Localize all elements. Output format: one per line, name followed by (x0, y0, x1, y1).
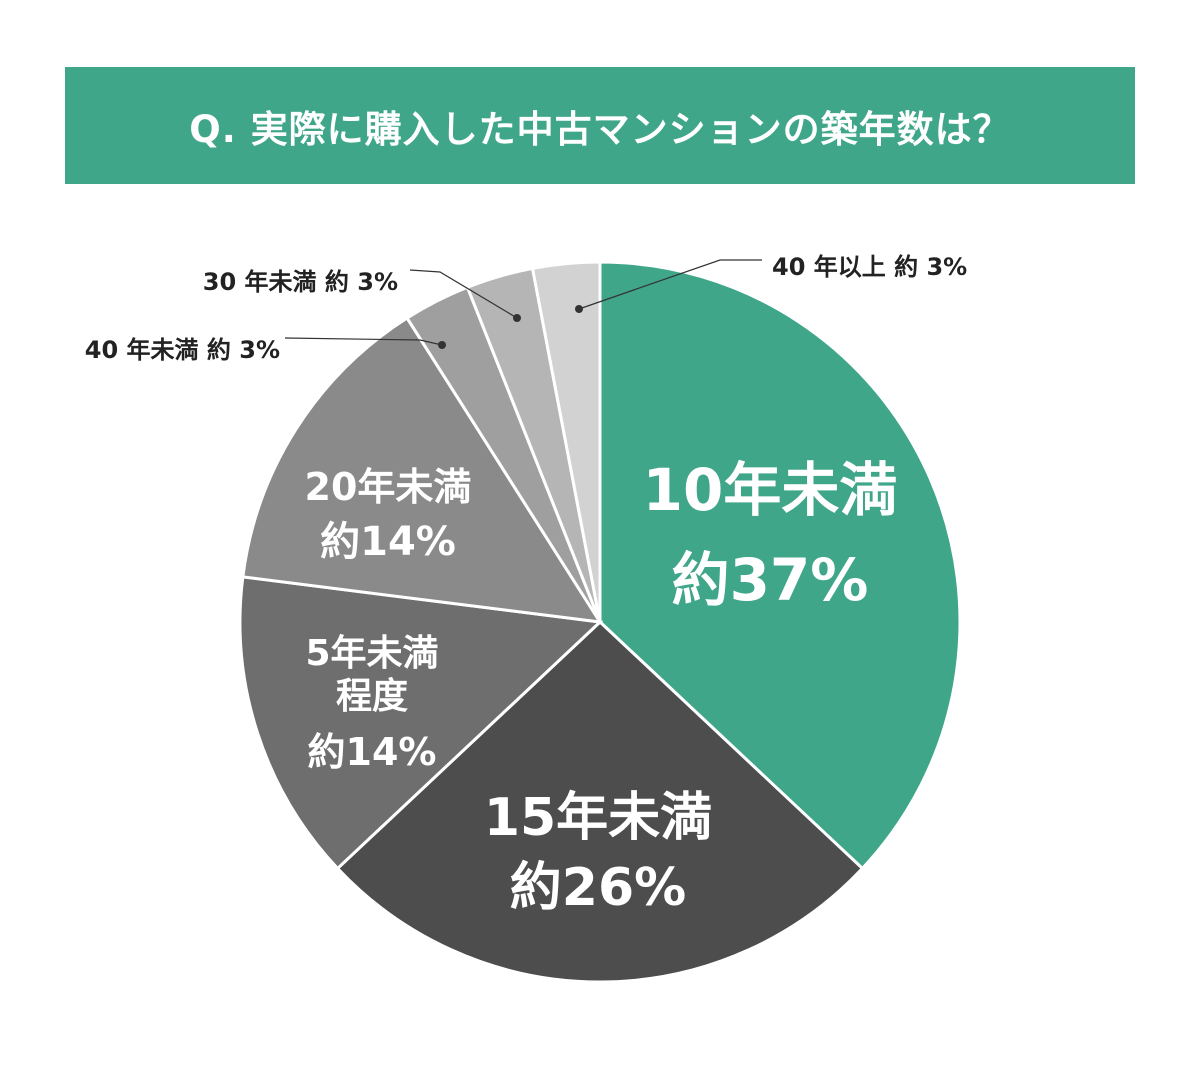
title-banner: Q. 実際に購入した中古マンションの築年数は？ (65, 67, 1135, 184)
pie-slice-7 (530, 260, 602, 623)
slice-label-2-line-2: 約26% (510, 858, 686, 918)
slice-label-3-line-2: 程度 (336, 676, 408, 717)
pie-slice-3 (238, 575, 604, 871)
callout-lines (284, 259, 762, 349)
chart-title: Q. 実際に購入した中古マンションの築年数は？ (189, 107, 1011, 151)
slice-label-1-line-1: 10年未満 (643, 456, 898, 524)
pie-slice-1 (598, 260, 962, 871)
callout-dot-6 (513, 314, 521, 322)
slice-labels: 10年未満約37%15年未満約26%5年未満程度約14%20年未満約14%40 … (85, 253, 967, 918)
slice-label-3-line-1: 5年未満 (305, 633, 438, 674)
pie-slice-2 (335, 619, 865, 984)
callout-label-7: 40 年以上 約 3% (772, 253, 967, 281)
callout-label-6: 30 年未満 約 3% (203, 268, 398, 296)
slice-label-3-line-3: 約14% (308, 730, 437, 774)
slice-label-2-line-1: 15年未満 (484, 788, 712, 848)
callout-line-7 (578, 259, 762, 310)
slice-label-4-line-1: 20年未満 (305, 465, 472, 509)
callout-line-6 (409, 269, 518, 319)
slice-label-1-line-2: 約37% (672, 546, 869, 614)
callout-line-5 (284, 337, 443, 346)
callout-dot-7 (575, 305, 583, 313)
slice-label-4-line-2: 約14% (320, 519, 456, 565)
pie-slices (238, 260, 962, 984)
pie-slice-4 (241, 315, 603, 624)
callout-label-5: 40 年未満 約 3% (85, 336, 280, 364)
callout-dot-5 (438, 341, 446, 349)
